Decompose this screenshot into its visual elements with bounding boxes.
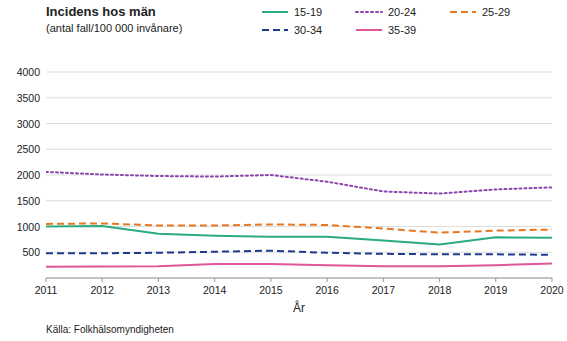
- x-tick: [439, 278, 440, 282]
- title: Incidens hos män: [46, 4, 156, 19]
- x-tick: [102, 278, 103, 282]
- legend-label: 20-24: [388, 6, 416, 18]
- y-tick-label: 1500: [17, 195, 41, 207]
- series-line: [46, 226, 552, 245]
- legend-swatch: [450, 11, 476, 13]
- grid-line: [46, 200, 552, 201]
- legend-swatch: [356, 11, 382, 13]
- y-tick-label: 500: [22, 246, 40, 258]
- series-line: [46, 264, 552, 267]
- x-tick-label: 2013: [147, 284, 171, 296]
- source: Källa: Folkhälsomyndigheten: [46, 324, 174, 335]
- x-tick-label: 2011: [35, 284, 58, 296]
- x-axis-line: [46, 278, 552, 279]
- grid-line: [46, 123, 552, 124]
- x-tick-label: 2017: [372, 284, 396, 296]
- grid-line: [46, 72, 552, 73]
- legend-label: 15-19: [294, 6, 322, 18]
- grid-line: [46, 278, 552, 279]
- x-tick: [383, 278, 384, 282]
- x-tick-label: 2020: [540, 284, 564, 296]
- series-line: [46, 251, 552, 255]
- x-tick: [46, 278, 47, 282]
- grid-line: [46, 97, 552, 98]
- grid-line: [46, 226, 552, 227]
- x-tick-label: 2018: [428, 284, 452, 296]
- legend-label: 25-29: [482, 6, 510, 18]
- legend-swatch: [262, 29, 288, 31]
- legend-label: 35-39: [388, 24, 416, 36]
- x-tick: [327, 278, 328, 282]
- lines: [46, 172, 552, 267]
- y-tick-label: 2500: [17, 143, 41, 155]
- x-tick-label: 2014: [203, 284, 227, 296]
- y-tick-label: 1000: [17, 221, 41, 233]
- y-tick-label: 3000: [17, 118, 41, 130]
- y-tick-label: 2000: [17, 169, 41, 181]
- y-grid: [46, 72, 552, 278]
- y-tick-label: 3500: [17, 92, 41, 104]
- x-tick-label: 2019: [484, 284, 508, 296]
- x-tick-label: 2015: [259, 284, 283, 296]
- x-tick: [552, 278, 553, 282]
- subtitle: (antal fall/100 000 invånare): [46, 22, 182, 34]
- x-tick: [495, 278, 496, 282]
- x-tick-label: 2012: [91, 284, 115, 296]
- chart: Incidens hos män (antal fall/100 000 invå…: [0, 0, 567, 341]
- legend: 15-19 20-24 25-29 30-34 35-39: [262, 6, 510, 36]
- x-tick: [214, 278, 215, 282]
- series-line: [46, 223, 552, 232]
- x-tick: [158, 278, 159, 282]
- x-tick: [270, 278, 271, 282]
- grid-line: [46, 149, 552, 150]
- legend-label: 30-34: [294, 24, 322, 36]
- legend-swatch: [262, 11, 288, 13]
- legend-swatch: [356, 29, 382, 31]
- x-axis-label: År: [293, 300, 305, 315]
- series-line: [46, 172, 552, 194]
- x-tick-label: 2016: [315, 284, 339, 296]
- y-tick-label: 4000: [17, 66, 41, 78]
